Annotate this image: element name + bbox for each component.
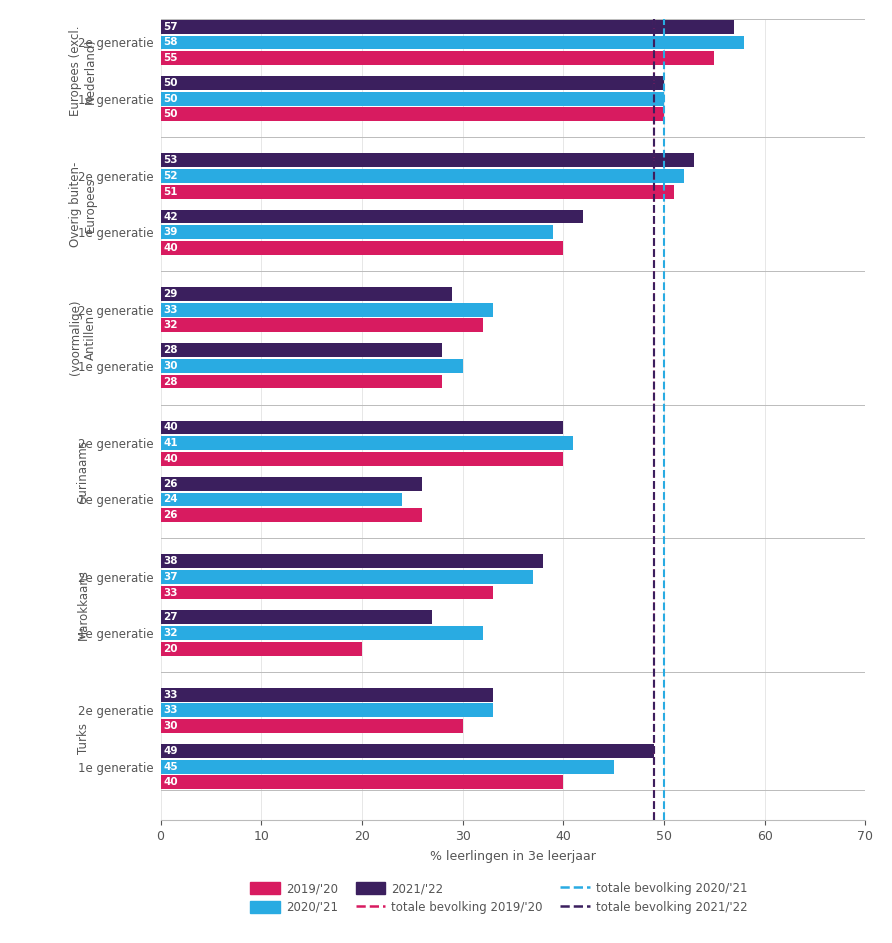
Bar [161,154,694,167]
Text: 40: 40 [163,243,178,253]
X-axis label: % leerlingen in 3e leerjaar: % leerlingen in 3e leerjaar [430,850,596,863]
Text: 40: 40 [163,422,178,433]
Bar [161,91,664,106]
Bar [161,421,563,435]
Bar [161,703,492,718]
Bar [161,76,664,90]
Bar [161,36,745,49]
Text: 42: 42 [163,211,178,222]
Text: 58: 58 [163,38,178,47]
Text: Europees (excl.
Nederland): Europees (excl. Nederland) [69,25,97,116]
Bar [161,452,563,466]
Legend: 2019/'20, 2020/'21, 2021/'22, totale bevolking 2019/'20, totale bevolking 2020/': 2019/'20, 2020/'21, 2021/'22, totale bev… [245,877,752,918]
Text: 20: 20 [163,644,178,653]
Text: 28: 28 [163,345,178,356]
Text: 26: 26 [163,479,178,488]
Text: 49: 49 [163,746,178,756]
Bar [161,20,734,34]
Bar [161,554,543,568]
Bar [161,744,654,758]
Text: 52: 52 [163,171,178,181]
Text: 38: 38 [163,556,178,566]
Text: 50: 50 [163,78,178,88]
Bar [161,492,402,506]
Bar [161,225,553,240]
Text: 50: 50 [163,109,178,120]
Bar [161,477,422,490]
Text: 45: 45 [163,762,178,771]
Bar [161,185,674,199]
Text: 33: 33 [163,689,178,700]
Text: Surinaams: Surinaams [77,439,89,503]
Bar [161,209,583,223]
Bar [161,108,664,122]
Text: 33: 33 [163,587,178,598]
Bar [161,775,563,789]
Bar [161,570,533,584]
Bar [161,287,452,301]
Text: 30: 30 [163,361,178,371]
Text: 27: 27 [163,612,178,622]
Text: 33: 33 [163,305,178,315]
Bar [161,610,433,624]
Bar [161,374,442,389]
Bar [161,319,483,332]
Text: 41: 41 [163,438,178,448]
Text: 50: 50 [163,93,178,104]
Text: 39: 39 [163,227,178,238]
Text: 53: 53 [163,156,178,165]
Text: 32: 32 [163,628,178,638]
Text: Overig buiten-
Europees: Overig buiten- Europees [69,161,97,247]
Text: 55: 55 [163,53,178,63]
Bar [161,241,563,255]
Bar [161,359,463,372]
Text: 51: 51 [163,187,178,197]
Text: 57: 57 [163,22,178,32]
Text: Marokkaans: Marokkaans [77,570,89,640]
Bar [161,760,614,773]
Bar [161,508,422,522]
Bar [161,343,442,357]
Bar [161,687,492,702]
Bar [161,169,684,183]
Text: 40: 40 [163,777,178,787]
Text: (voormalige)
Antillen: (voormalige) Antillen [69,300,97,375]
Bar [161,303,492,317]
Text: 29: 29 [163,289,178,299]
Text: Turks: Turks [77,723,89,754]
Bar [161,626,483,640]
Text: 24: 24 [163,494,178,505]
Text: 33: 33 [163,705,178,716]
Text: 37: 37 [163,571,178,582]
Text: 28: 28 [163,376,178,387]
Text: 26: 26 [163,510,178,521]
Text: 32: 32 [163,321,178,330]
Bar [161,51,714,65]
Bar [161,720,463,733]
Text: 30: 30 [163,721,178,731]
Bar [161,586,492,600]
Bar [161,437,574,450]
Text: 40: 40 [163,454,178,464]
Bar [161,642,362,655]
